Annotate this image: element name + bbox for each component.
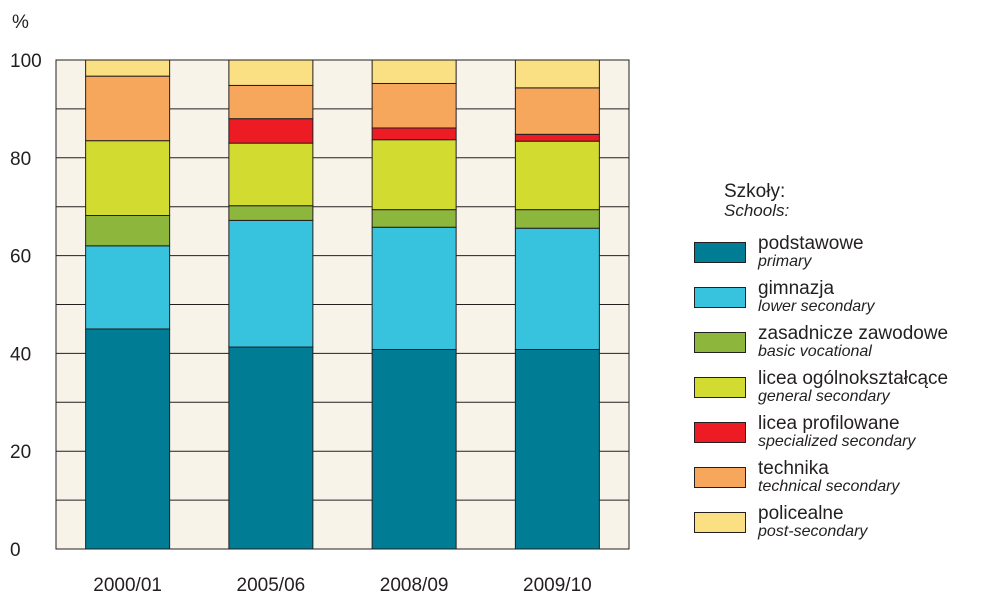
x-tick-label: 2005/06	[237, 575, 306, 596]
bar-segment	[371, 127, 457, 141]
bar-segment	[371, 226, 457, 350]
bar-segment	[371, 209, 457, 228]
bar-segment	[85, 140, 171, 217]
legend: Szkoły: Schools: podstawowe primary gimnaz…	[694, 182, 1002, 549]
bar-segment	[85, 215, 171, 247]
legend-label-en: technical secondary	[758, 478, 900, 495]
bar-segment	[85, 328, 171, 550]
bar-segment	[514, 87, 600, 135]
bar-segment	[371, 59, 457, 84]
legend-label-en: lower secondary	[758, 298, 875, 315]
x-tick-label: 2000/01	[93, 575, 162, 596]
y-tick-label: 40	[10, 344, 31, 365]
bars	[85, 59, 600, 550]
bar-segment	[514, 227, 600, 350]
y-tick-label: 0	[10, 540, 21, 561]
x-tick-label: 2008/09	[380, 575, 449, 596]
y-tick-label: 20	[10, 442, 31, 463]
bar-segment	[371, 82, 457, 129]
legend-swatch	[694, 242, 746, 263]
legend-swatch	[694, 467, 746, 488]
legend-item: policealne post-secondary	[694, 504, 1002, 549]
plot-frame	[55, 59, 630, 550]
legend-label: policealne	[758, 503, 844, 524]
y-tick-label: 80	[10, 149, 31, 170]
bar-segment	[85, 75, 171, 142]
bar-segment	[85, 59, 171, 77]
legend-label: technika	[758, 458, 829, 479]
legend-label-en: basic vocational	[758, 343, 872, 360]
bar-segment	[228, 205, 314, 221]
legend-swatch	[694, 422, 746, 443]
legend-item: licea profilowane specialized secondary	[694, 414, 1002, 459]
legend-label-en: post-secondary	[758, 523, 868, 540]
bar-segment	[228, 142, 314, 207]
bar-segment	[514, 348, 600, 550]
bar-segment	[228, 59, 314, 86]
legend-label: gimnazja	[758, 278, 835, 299]
legend-label: podstawowe	[758, 233, 864, 254]
bar-segment	[228, 118, 314, 144]
bar-segment	[514, 140, 600, 211]
legend-label: licea ogólnokształcące	[758, 368, 949, 389]
bar-segment	[514, 59, 600, 89]
legend-swatch	[694, 287, 746, 308]
legend-title: Szkoły:	[724, 181, 786, 202]
legend-swatch	[694, 512, 746, 533]
legend-swatch	[694, 377, 746, 398]
y-tick-label: 60	[10, 247, 31, 268]
axes: 0 20 40 60 80 100 2000/01 2005/06 2008/09 2009/10	[10, 51, 630, 596]
legend-label-en: primary	[758, 253, 812, 270]
legend-item: podstawowe primary	[694, 234, 1002, 279]
y-axis-label: %	[12, 12, 29, 33]
bar-segment	[85, 245, 171, 330]
legend-item: licea ogólnokształcące general secondary	[694, 369, 1002, 414]
legend-label: zasadnicze zawodowe	[758, 323, 949, 344]
y-tick-label: 100	[10, 51, 42, 72]
legend-label: licea profilowane	[758, 413, 900, 434]
bar-segment	[228, 84, 314, 120]
legend-item: technika technical secondary	[694, 459, 1002, 504]
bar-segment	[228, 346, 314, 550]
legend-swatch	[694, 332, 746, 353]
bar-segment	[514, 209, 600, 229]
legend-item: gimnazja lower secondary	[694, 279, 1002, 324]
x-tick-label: 2009/10	[523, 575, 592, 596]
legend-title-en: Schools:	[724, 201, 790, 220]
bar-segment	[371, 348, 457, 550]
bar-segment	[514, 133, 600, 142]
bar-segment	[228, 219, 314, 348]
legend-items: podstawowe primary gimnazja lower secondary…	[694, 234, 1002, 549]
legend-item: zasadnicze zawodowe basic vocational	[694, 324, 1002, 369]
legend-label-en: specialized secondary	[758, 433, 916, 450]
bar-segment	[371, 139, 457, 211]
legend-label-en: general secondary	[758, 388, 890, 405]
